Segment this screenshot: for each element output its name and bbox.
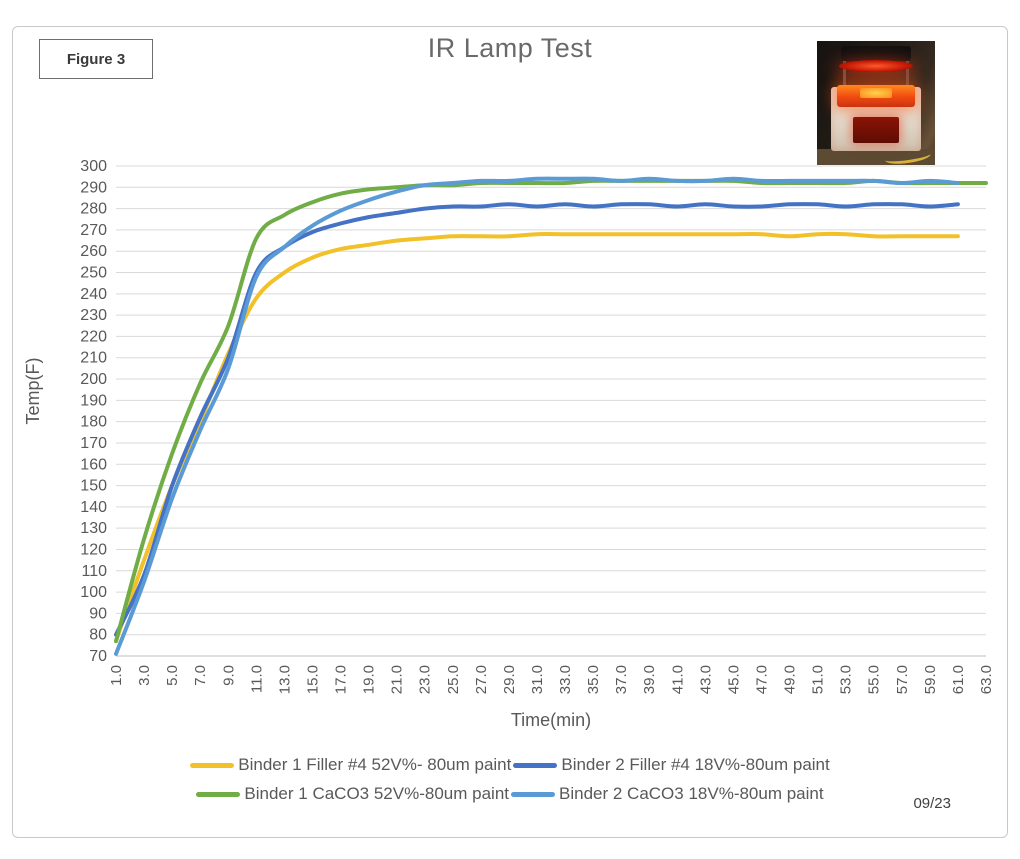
figure-label: Figure 3 [66,50,126,68]
svg-text:25.0: 25.0 [445,665,462,694]
svg-text:230: 230 [80,307,107,324]
svg-text:100: 100 [80,584,107,601]
legend-item: Binder 2 Filler #4 18V%-80um paint [513,755,830,775]
photo-table [817,149,935,165]
photo-lamp-glow [839,60,913,72]
svg-text:210: 210 [80,350,107,367]
svg-text:1.0: 1.0 [108,665,125,686]
legend-label: Binder 2 Filler #4 18V%-80um paint [561,755,830,774]
svg-text:63.0: 63.0 [978,665,995,694]
photo-lamp-rod-right [906,49,909,105]
svg-text:290: 290 [80,179,107,196]
photo-box-hotspot [860,88,892,98]
svg-text:31.0: 31.0 [529,665,546,694]
photo-box-opening [853,117,899,143]
svg-text:9.0: 9.0 [220,665,237,686]
date-note: 09/23 [913,795,951,812]
line-chart: 70 80 90 100 110 120 130 140 150 160 170 180 190 200 2… [23,158,995,730]
svg-text:51.0: 51.0 [810,665,827,694]
svg-text:59.0: 59.0 [922,665,939,694]
svg-text:250: 250 [80,265,107,282]
svg-text:37.0: 37.0 [613,665,630,694]
photo-lamp-housing [841,46,911,61]
svg-text:80: 80 [89,627,107,644]
legend-swatch [190,762,235,768]
svg-text:39.0: 39.0 [641,665,658,694]
svg-text:5.0: 5.0 [164,665,181,686]
svg-text:280: 280 [80,201,107,218]
legend-item: Binder 1 CaCO3 52V%-80um paint [196,784,509,804]
svg-text:23.0: 23.0 [417,665,434,694]
svg-text:13.0: 13.0 [276,665,293,694]
svg-text:260: 260 [80,243,107,260]
chart-area: 70 80 90 100 110 120 130 140 150 160 170 180 190 200 2… [21,131,1001,746]
svg-text:43.0: 43.0 [697,665,714,694]
svg-text:55.0: 55.0 [866,665,883,694]
svg-text:21.0: 21.0 [389,665,406,694]
svg-text:47.0: 47.0 [753,665,770,694]
legend-label: Binder 1 CaCO3 52V%-80um paint [244,784,509,803]
svg-text:130: 130 [80,520,107,537]
legend-row: Binder 1 Filler #4 52V%- 80um paint Binde… [189,755,830,775]
svg-text:35.0: 35.0 [585,665,602,694]
svg-text:27.0: 27.0 [473,665,490,694]
photo-foam-box [831,85,921,151]
svg-text:270: 270 [80,222,107,239]
svg-text:160: 160 [80,456,107,473]
svg-text:29.0: 29.0 [501,665,518,694]
photo-lamp-rod-left [843,49,846,105]
svg-text:19.0: 19.0 [361,665,378,694]
legend-row: Binder 1 CaCO3 52V%-80um paint Binder 2 C… [195,784,824,804]
legend-item: Binder 1 Filler #4 52V%- 80um paint [190,755,511,775]
svg-text:120: 120 [80,541,107,558]
svg-text:3.0: 3.0 [136,665,153,686]
svg-text:180: 180 [80,414,107,431]
svg-text:41.0: 41.0 [669,665,686,694]
ir-lamp-photo [817,41,935,165]
svg-text:49.0: 49.0 [782,665,799,694]
chart-title: IR Lamp Test [427,33,593,63]
svg-text:Temp(F): Temp(F) [23,358,43,425]
svg-text:Time(min): Time(min) [511,710,591,730]
svg-text:90: 90 [89,605,107,622]
svg-text:110: 110 [81,563,107,580]
svg-text:53.0: 53.0 [838,665,855,694]
figure-label-box: Figure 3 [39,39,153,79]
legend-item: Binder 2 CaCO3 18V%-80um paint [511,784,824,804]
svg-text:70: 70 [89,648,107,665]
svg-text:240: 240 [80,286,107,303]
svg-text:200: 200 [80,371,107,388]
photo-box-heated-top [837,85,915,107]
legend-label: Binder 2 CaCO3 18V%-80um paint [559,784,824,803]
svg-text:11.0: 11.0 [248,665,265,693]
svg-text:140: 140 [80,499,107,516]
svg-text:170: 170 [80,435,107,452]
svg-text:61.0: 61.0 [950,665,967,694]
chart-legend: Binder 1 Filler #4 52V%- 80um paint Binde… [13,755,1007,804]
svg-text:190: 190 [80,392,107,409]
legend-swatch [196,791,241,797]
svg-text:33.0: 33.0 [557,665,574,694]
legend-swatch [513,762,558,768]
svg-text:150: 150 [80,478,107,495]
figure-frame: Figure 3 IR Lamp Test 70 80 90 100 110 120 130… [12,26,1008,838]
legend-swatch [511,791,555,797]
svg-text:45.0: 45.0 [725,665,742,694]
svg-text:300: 300 [80,158,107,175]
svg-text:17.0: 17.0 [333,665,350,694]
svg-text:15.0: 15.0 [304,665,321,694]
svg-text:7.0: 7.0 [192,665,209,686]
svg-text:57.0: 57.0 [894,665,911,694]
svg-text:220: 220 [80,328,107,345]
legend-label: Binder 1 Filler #4 52V%- 80um paint [238,755,512,774]
